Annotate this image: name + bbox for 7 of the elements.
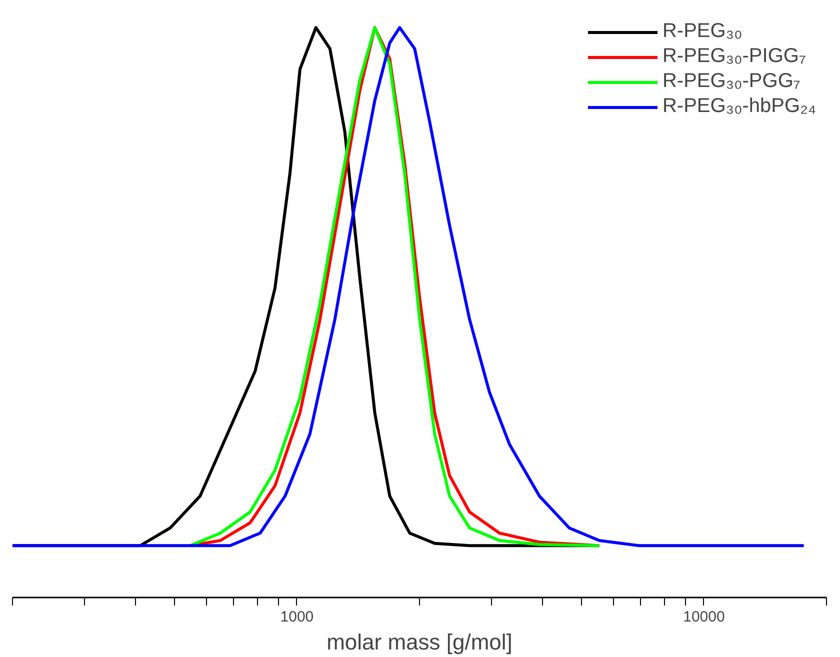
legend-label: R-PEG₃₀-PGG₇ bbox=[662, 70, 800, 93]
legend-label: R-PEG₃₀ bbox=[662, 20, 742, 43]
legend-label: R-PEG₃₀-PIGG₇ bbox=[662, 45, 806, 68]
x-tick-label: 10000 bbox=[683, 608, 725, 626]
legend-label: R-PEG₃₀-hbPG₂₄ bbox=[662, 95, 816, 118]
x-tick-label: 1000 bbox=[280, 608, 314, 626]
x-axis-title: molar mass [g/mol] bbox=[326, 630, 512, 654]
